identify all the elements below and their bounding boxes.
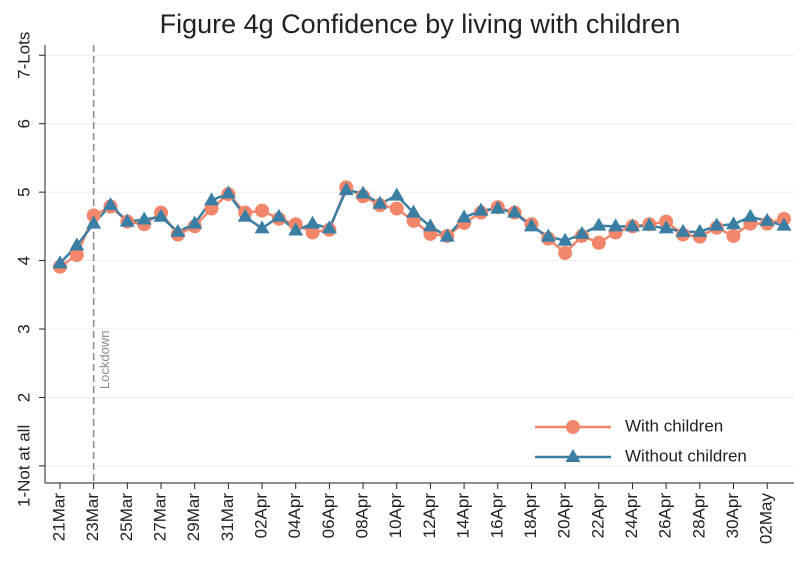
point bbox=[558, 246, 573, 261]
point bbox=[153, 208, 169, 222]
point bbox=[103, 197, 119, 211]
x-tick-label: 31Mar bbox=[218, 493, 237, 542]
point bbox=[220, 185, 236, 199]
point bbox=[422, 218, 438, 232]
x-tick-label: 29Mar bbox=[184, 493, 203, 542]
point bbox=[641, 217, 657, 231]
point bbox=[52, 255, 68, 269]
x-tick-label: 21Mar bbox=[49, 493, 68, 542]
series-line bbox=[59, 185, 785, 268]
legend-label: Without children bbox=[625, 446, 747, 465]
point bbox=[136, 211, 152, 225]
lockdown-label: Lockdown bbox=[97, 331, 112, 390]
point bbox=[255, 203, 270, 218]
point bbox=[305, 215, 321, 229]
point bbox=[675, 223, 691, 237]
x-tick-label: 16Apr bbox=[487, 493, 506, 539]
point bbox=[389, 201, 404, 216]
point bbox=[692, 223, 708, 237]
x-tick-label: 30Apr bbox=[723, 493, 742, 539]
x-tick-label: 27Mar bbox=[151, 493, 170, 542]
point bbox=[288, 222, 304, 236]
point bbox=[406, 204, 422, 218]
x-tick-label: 06Apr bbox=[319, 493, 338, 539]
point bbox=[204, 192, 220, 206]
x-tick-label: 28Apr bbox=[689, 493, 708, 539]
x-tick-label: 08Apr bbox=[353, 493, 372, 539]
point bbox=[776, 217, 792, 231]
legend-marker bbox=[566, 420, 580, 434]
point bbox=[658, 220, 674, 234]
x-tick-label: 22Apr bbox=[588, 493, 607, 539]
point bbox=[271, 208, 287, 222]
x-tick-label: 14Apr bbox=[454, 493, 473, 539]
point bbox=[490, 200, 506, 214]
point bbox=[237, 208, 253, 222]
point bbox=[69, 237, 85, 251]
point bbox=[523, 218, 539, 232]
y-tick-label: 2 bbox=[14, 393, 33, 402]
point bbox=[187, 215, 203, 229]
y-tick-label: 4 bbox=[14, 256, 33, 265]
point bbox=[557, 232, 573, 246]
y-tick-label: 7-Lots bbox=[14, 32, 33, 79]
point bbox=[389, 187, 405, 201]
y-tick-label: 6 bbox=[14, 119, 33, 128]
point bbox=[321, 220, 337, 234]
y-tick-label: 1-Not at all bbox=[14, 425, 33, 507]
x-tick-label: 18Apr bbox=[521, 493, 540, 539]
point bbox=[608, 218, 624, 232]
point bbox=[624, 218, 640, 232]
point bbox=[355, 185, 371, 199]
point bbox=[507, 204, 523, 218]
point bbox=[372, 195, 388, 209]
point bbox=[725, 216, 741, 230]
point bbox=[439, 228, 455, 242]
y-tick-label: 3 bbox=[14, 324, 33, 333]
legend-label: With children bbox=[625, 416, 723, 435]
x-tick-label: 04Apr bbox=[285, 493, 304, 539]
x-tick-label: 24Apr bbox=[622, 493, 641, 539]
x-tick-label: 10Apr bbox=[386, 493, 405, 539]
x-tick-label: 02Apr bbox=[252, 493, 271, 539]
point bbox=[305, 225, 320, 240]
point bbox=[119, 213, 135, 227]
y-tick-label: 5 bbox=[14, 187, 33, 196]
point bbox=[742, 208, 758, 222]
chart-title: Figure 4g Confidence by living with chil… bbox=[160, 9, 681, 39]
point bbox=[726, 228, 741, 243]
point bbox=[338, 182, 354, 196]
x-tick-label: 26Apr bbox=[656, 493, 675, 539]
x-tick-label: 20Apr bbox=[555, 493, 574, 539]
point bbox=[170, 223, 186, 237]
legend-marker bbox=[565, 449, 581, 462]
point bbox=[591, 217, 607, 231]
point bbox=[759, 212, 775, 226]
point bbox=[69, 248, 84, 263]
point bbox=[456, 209, 472, 223]
point bbox=[86, 208, 101, 223]
point bbox=[591, 235, 606, 250]
x-tick-label: 25Mar bbox=[117, 493, 136, 542]
point bbox=[574, 225, 590, 239]
point bbox=[254, 220, 270, 234]
x-tick-label: 12Apr bbox=[420, 493, 439, 539]
point bbox=[709, 217, 725, 231]
point bbox=[86, 215, 102, 229]
x-tick-label: 23Mar bbox=[83, 493, 102, 542]
x-tick-label: 02May bbox=[757, 493, 776, 545]
point bbox=[540, 228, 556, 242]
point bbox=[473, 202, 489, 216]
